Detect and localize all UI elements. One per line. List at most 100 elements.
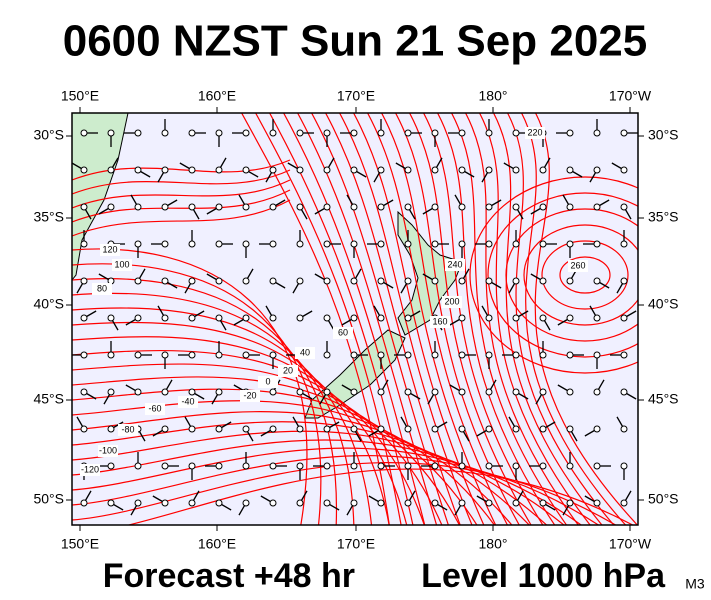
lon-label: 170°E [337, 536, 375, 552]
contour-label-box [258, 376, 278, 388]
wind-station [134, 277, 142, 285]
contour [324, 113, 461, 525]
wind-station [593, 499, 601, 507]
lon-label: 180° [479, 88, 508, 104]
wind-station [296, 129, 304, 137]
wind-station [431, 425, 439, 433]
contour [254, 113, 402, 525]
map-title: 0600 NZST Sun 21 Sep 2025 [63, 17, 648, 66]
wind-station [269, 203, 277, 211]
contour-label-box [430, 316, 450, 328]
contour-label-box [98, 445, 118, 457]
wind-station [431, 499, 439, 507]
wind-station [539, 166, 547, 174]
wind-station [485, 425, 493, 433]
wind-station [431, 240, 439, 248]
contour [380, 113, 509, 525]
wind-station [107, 351, 115, 359]
wind-station [350, 240, 358, 248]
wind-station [566, 277, 574, 285]
contour [520, 113, 627, 525]
wind-station [431, 203, 439, 211]
lat-label: 40°S [648, 296, 679, 312]
contour [469, 176, 638, 374]
wind-station [323, 314, 331, 322]
contour-label-box [92, 283, 112, 295]
contour-label: 220 [527, 127, 542, 137]
wind-station [107, 425, 115, 433]
wind-station [161, 240, 169, 248]
contour-label: -120 [81, 464, 99, 474]
wind-station [215, 203, 223, 211]
wind-station [458, 129, 466, 137]
wind-station [620, 203, 628, 211]
contour-label-box [80, 464, 100, 476]
wind-station [134, 203, 142, 211]
wind-station [485, 166, 493, 174]
wind-station [296, 166, 304, 174]
contour-label: 20 [283, 365, 293, 375]
contour-label: 60 [338, 327, 348, 337]
wind-station [242, 129, 250, 137]
wind-station [269, 166, 277, 174]
wind-station [620, 462, 628, 470]
contour-label: -40 [181, 396, 194, 406]
contour-label: 260 [570, 260, 585, 270]
wind-station [80, 203, 88, 211]
wind-station [404, 388, 412, 396]
wind-station [404, 129, 412, 137]
wind-station [161, 314, 169, 322]
wind-station [404, 240, 412, 248]
wind-station [458, 462, 466, 470]
wind-station [404, 314, 412, 322]
wind-station [80, 388, 88, 396]
wind-station [350, 203, 358, 211]
wind-station [134, 240, 142, 248]
wind-station [458, 166, 466, 174]
wind-station [377, 314, 385, 322]
wind-station [296, 277, 304, 285]
wind-station [458, 240, 466, 248]
contour [72, 307, 372, 525]
contour [72, 388, 478, 525]
wind-station [269, 462, 277, 470]
contour-label-box [100, 244, 120, 256]
wind-station [593, 277, 601, 285]
contour [72, 199, 291, 237]
contour [366, 113, 497, 525]
wind-station [350, 314, 358, 322]
wind-station [458, 277, 466, 285]
contour [72, 447, 582, 525]
lat-label: 35°S [648, 209, 679, 225]
wind-station [107, 166, 115, 174]
wind-station [188, 425, 196, 433]
wind-station [269, 351, 277, 359]
wind-station [188, 240, 196, 248]
contour-label-box [295, 347, 315, 359]
wind-station [80, 240, 88, 248]
contour-label: 40 [300, 347, 310, 357]
contour [72, 278, 338, 525]
lon-label: 170°W [609, 536, 652, 552]
contour-label-box [145, 403, 165, 415]
wind-station [215, 166, 223, 174]
wind-station [566, 240, 574, 248]
wind-station [458, 425, 466, 433]
wind-station [323, 277, 331, 285]
wind-station [350, 499, 358, 507]
lat-label: 45°S [33, 391, 64, 407]
wind-station [215, 351, 223, 359]
wind-station [215, 462, 223, 470]
wind-station [107, 388, 115, 396]
wind-station [161, 388, 169, 396]
wind-station [269, 129, 277, 137]
contour-label: 0 [265, 376, 270, 386]
wind-station [296, 240, 304, 248]
wind-station [350, 277, 358, 285]
contour [408, 113, 532, 525]
wind-station [215, 499, 223, 507]
wind-station [269, 277, 277, 285]
wind-station [404, 203, 412, 211]
map-frame [71, 112, 639, 526]
wind-station [242, 499, 250, 507]
